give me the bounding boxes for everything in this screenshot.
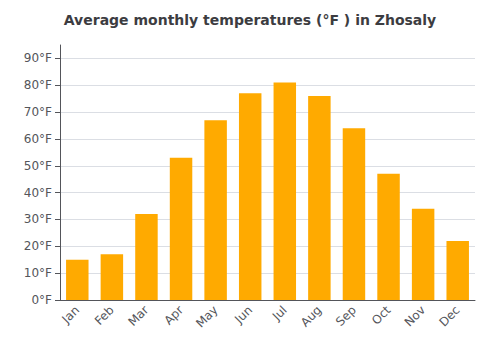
svg-text:80°F: 80°F (24, 78, 52, 92)
svg-text:90°F: 90°F (24, 51, 52, 65)
svg-text:Apr: Apr (161, 303, 186, 328)
svg-text:Aug: Aug (298, 303, 324, 329)
svg-text:Feb: Feb (92, 303, 117, 328)
svg-text:Jun: Jun (231, 303, 255, 327)
svg-text:40°F: 40°F (24, 186, 52, 200)
svg-text:Dec: Dec (436, 303, 462, 329)
svg-text:50°F: 50°F (24, 159, 52, 173)
svg-text:Sep: Sep (333, 303, 359, 329)
svg-text:Oct: Oct (369, 303, 394, 328)
svg-text:Jan: Jan (59, 303, 83, 327)
svg-text:70°F: 70°F (24, 105, 52, 119)
svg-text:Average monthly temperatures (: Average monthly temperatures (°F ) in Zh… (64, 12, 436, 28)
svg-text:10°F: 10°F (24, 266, 52, 280)
svg-text:May: May (193, 303, 220, 330)
svg-text:Nov: Nov (402, 303, 428, 329)
svg-text:60°F: 60°F (24, 132, 52, 146)
svg-text:Mar: Mar (126, 303, 152, 329)
svg-text:20°F: 20°F (24, 239, 52, 253)
svg-text:0°F: 0°F (31, 293, 52, 307)
svg-text:30°F: 30°F (24, 212, 52, 226)
svg-text:Jul: Jul (269, 303, 290, 324)
